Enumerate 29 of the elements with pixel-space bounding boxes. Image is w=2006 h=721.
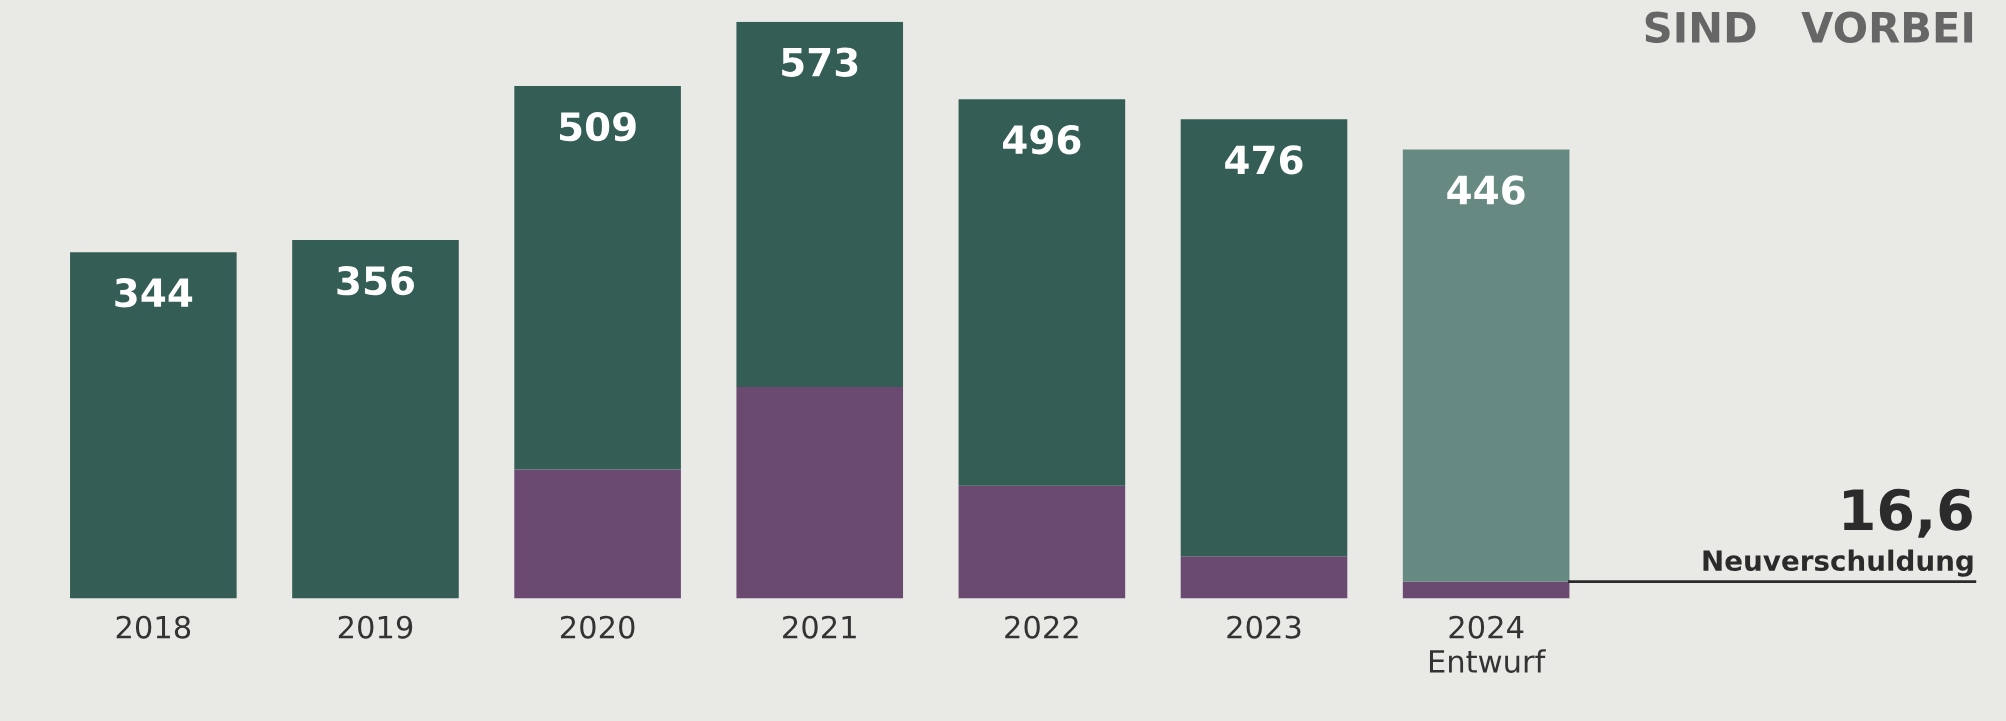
x-tick-label: 2024 Entwurf bbox=[1429, 615, 1546, 673]
bar bbox=[514, 86, 681, 470]
bar bbox=[958, 485, 1126, 599]
total-label: 356 bbox=[337, 265, 414, 296]
total-label: 446 bbox=[1447, 175, 1525, 205]
total-label: 496 bbox=[1003, 125, 1081, 155]
bar bbox=[1402, 149, 1570, 582]
text: SIND VORBEI bbox=[1645, 11, 1973, 44]
bar bbox=[958, 99, 1126, 486]
bar bbox=[292, 240, 459, 599]
x-tick-label: 2022 bbox=[1005, 615, 1078, 639]
bar bbox=[1402, 581, 1570, 599]
x-tick-label: 2018 bbox=[116, 615, 191, 639]
total-label: 509 bbox=[560, 111, 636, 142]
text: Neuverschuldung bbox=[1703, 549, 1973, 577]
bar bbox=[1180, 556, 1348, 599]
bar bbox=[736, 387, 904, 599]
bar bbox=[70, 252, 237, 599]
bar bbox=[1180, 119, 1348, 557]
total-label: 476 bbox=[1225, 145, 1303, 175]
bar bbox=[514, 469, 681, 599]
x-tick-label: 2020 bbox=[560, 615, 635, 639]
total-label: 344 bbox=[115, 278, 193, 308]
data-label: 16,6 bbox=[1844, 488, 1972, 538]
x-tick-label: 2019 bbox=[338, 615, 413, 639]
bar bbox=[736, 21, 904, 388]
total-label: 573 bbox=[782, 47, 858, 77]
x-tick-label: 2021 bbox=[783, 615, 856, 639]
x-tick-label: 2023 bbox=[1227, 615, 1301, 639]
